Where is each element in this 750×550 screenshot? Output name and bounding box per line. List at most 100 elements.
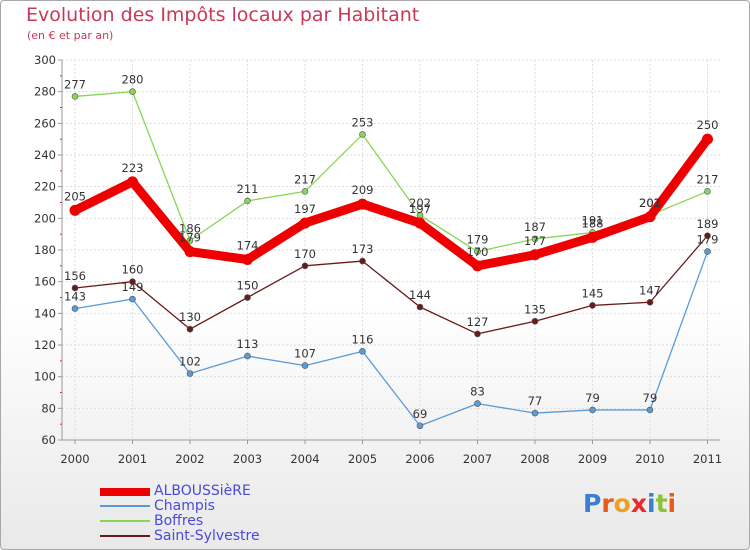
point-champis — [704, 248, 711, 255]
point-alboussie-re — [587, 231, 598, 243]
data-label-alboussie-re: 170 — [467, 245, 489, 259]
data-label-boffres: 211 — [237, 182, 259, 196]
point-saint-sylvestre — [531, 317, 539, 325]
x-tick-label: 2008 — [520, 452, 549, 466]
point-champis — [531, 409, 539, 417]
x-tick-label: 2006 — [405, 452, 434, 466]
x-tick-label: 2009 — [578, 452, 607, 466]
point-alboussie-re — [242, 254, 253, 265]
point-alboussie-re — [644, 211, 656, 223]
point-champis — [301, 362, 309, 369]
legend-label-champis: Champis — [154, 498, 215, 514]
data-label-boffres: 277 — [64, 77, 86, 91]
point-boffres — [244, 197, 251, 205]
point-saint-sylvestre — [71, 284, 79, 292]
legend-label-saint-sylvestre: Saint-Sylvestre — [154, 528, 260, 544]
series-line-saint-sylvestre — [74, 235, 709, 335]
y-tick-label: 200 — [34, 211, 56, 225]
point-alboussie-re — [184, 246, 196, 258]
point-saint-sylvestre — [704, 232, 711, 240]
data-label-champis: 179 — [697, 233, 719, 247]
data-label-champis: 79 — [643, 391, 658, 405]
grid — [62, 59, 720, 441]
data-label-champis: 107 — [294, 347, 316, 361]
point-boffres — [474, 248, 481, 255]
proxiti-logo: Proxiti — [583, 489, 676, 518]
data-label-saint-sylvestre: 160 — [122, 263, 144, 277]
series-line-alboussie-re — [70, 134, 712, 271]
data-label-alboussie-re: 174 — [237, 239, 259, 253]
data-label-boffres: 179 — [467, 233, 489, 247]
y-tick-label: 300 — [34, 53, 56, 67]
y-tick-label: 120 — [34, 338, 56, 352]
y-tick-label: 180 — [34, 243, 56, 257]
point-boffres — [704, 188, 711, 195]
data-label-boffres: 187 — [524, 220, 546, 234]
point-boffres — [186, 237, 194, 244]
y-tick-label: 220 — [34, 180, 56, 194]
series-group — [69, 88, 713, 430]
chart-title: Evolution des Impôts locaux par Habitant — [26, 4, 420, 26]
data-label-saint-sylvestre: 135 — [524, 302, 546, 316]
y-tick-label: 60 — [41, 433, 56, 447]
point-alboussie-re — [299, 217, 311, 229]
data-label-saint-sylvestre: 144 — [409, 288, 431, 302]
y-tick-label: 240 — [34, 148, 56, 162]
data-label-saint-sylvestre: 147 — [639, 283, 661, 297]
x-tick-label: 2011 — [693, 452, 722, 466]
data-label-alboussie-re: 177 — [524, 234, 546, 248]
data-label-champis: 143 — [64, 290, 86, 304]
data-label-boffres: 253 — [352, 115, 374, 129]
data-label-saint-sylvestre: 150 — [237, 279, 259, 293]
point-saint-sylvestre — [359, 257, 366, 265]
data-label-boffres: 217 — [697, 172, 719, 186]
point-boffres — [129, 88, 136, 95]
point-champis — [129, 295, 136, 303]
data-label-alboussie-re: 179 — [179, 231, 201, 245]
data-label-champis: 149 — [122, 280, 144, 294]
point-champis — [589, 406, 596, 414]
x-tick-label: 2010 — [635, 452, 664, 466]
y-tick-label: 80 — [41, 401, 56, 415]
data-label-boffres: 191 — [582, 214, 604, 228]
point-alboussie-re — [472, 260, 483, 272]
point-alboussie-re — [529, 249, 541, 261]
point-saint-sylvestre — [244, 294, 251, 301]
y-tick-label: 260 — [34, 116, 56, 130]
data-label-alboussie-re: 188 — [582, 216, 604, 230]
data-label-saint-sylvestre: 170 — [294, 247, 316, 261]
series-line-champis — [74, 250, 709, 427]
x-tick-label: 2001 — [118, 452, 147, 466]
x-tick-label: 2004 — [290, 452, 319, 466]
point-alboussie-re — [414, 217, 426, 229]
y-tick-label: 280 — [34, 85, 56, 99]
data-label-alboussie-re: 197 — [409, 202, 431, 216]
point-champis — [359, 348, 366, 355]
legend-label-boffres: Boffres — [154, 513, 204, 529]
data-label-champis: 77 — [528, 394, 543, 408]
data-label-boffres: 217 — [294, 172, 316, 186]
data-label-saint-sylvestre: 173 — [352, 242, 374, 256]
point-saint-sylvestre — [416, 303, 424, 311]
data-label-alboussie-re: 223 — [122, 161, 144, 175]
point-saint-sylvestre — [646, 298, 654, 306]
data-label-champis: 116 — [352, 332, 374, 346]
data-label-champis: 79 — [585, 391, 600, 405]
x-tick-label: 2000 — [60, 452, 89, 466]
x-tick-label: 2002 — [175, 452, 204, 466]
point-boffres — [531, 235, 539, 243]
logo-letter: t — [655, 489, 668, 518]
data-label-saint-sylvestre: 145 — [582, 286, 604, 300]
legend-swatch-albousiere — [100, 488, 150, 496]
point-saint-sylvestre — [186, 325, 194, 333]
axes: 60 80 100 120 140 160 180 200 220 240 260 280 300 200… — [34, 53, 722, 466]
data-label-saint-sylvestre: 127 — [467, 315, 489, 329]
point-champis — [474, 400, 481, 407]
x-tick-label: 2003 — [233, 452, 262, 466]
data-label-alboussie-re: 197 — [294, 202, 316, 216]
data-labels: 205 223 179 174 197 209 197 170 177 188 201 250 143 1… — [64, 73, 718, 421]
y-tick-label: 160 — [34, 275, 56, 289]
logo-letter: P — [583, 489, 602, 518]
data-label-saint-sylvestre: 189 — [697, 217, 719, 231]
legend-label-albousiere: ALBOUSSièRE — [154, 483, 251, 499]
